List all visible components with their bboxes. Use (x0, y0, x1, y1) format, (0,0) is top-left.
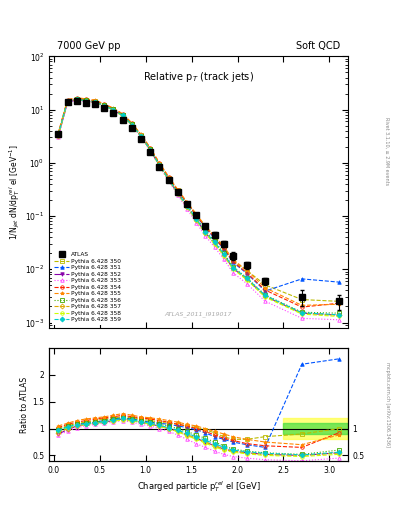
Legend: ATLAS, Pythia 6.428 350, Pythia 6.428 351, Pythia 6.428 352, Pythia 6.428 353, P: ATLAS, Pythia 6.428 350, Pythia 6.428 35… (52, 249, 124, 325)
Text: Relative p$_{T}$ (track jets): Relative p$_{T}$ (track jets) (143, 70, 254, 84)
Text: 7000 GeV pp: 7000 GeV pp (57, 41, 121, 51)
Text: Rivet 3.1.10, ≥ 2.9M events: Rivet 3.1.10, ≥ 2.9M events (385, 117, 389, 185)
Bar (283, 418, 348, 439)
X-axis label: Charged particle p$^{rel}_{T}$ el [GeV]: Charged particle p$^{rel}_{T}$ el [GeV] (137, 479, 260, 494)
Text: mcplots.cern.ch [arXiv:1306.3436]: mcplots.cern.ch [arXiv:1306.3436] (385, 362, 389, 447)
Y-axis label: Ratio to ATLAS: Ratio to ATLAS (20, 376, 29, 433)
Text: Soft QCD: Soft QCD (296, 41, 340, 51)
Text: ATLAS_2011_I919017: ATLAS_2011_I919017 (165, 311, 232, 317)
Y-axis label: 1/N$_{jet}$ dN/dp$^{rel}_{T}$ el [GeV$^{-1}$]: 1/N$_{jet}$ dN/dp$^{rel}_{T}$ el [GeV$^{… (8, 144, 22, 240)
Bar (283, 423, 348, 434)
